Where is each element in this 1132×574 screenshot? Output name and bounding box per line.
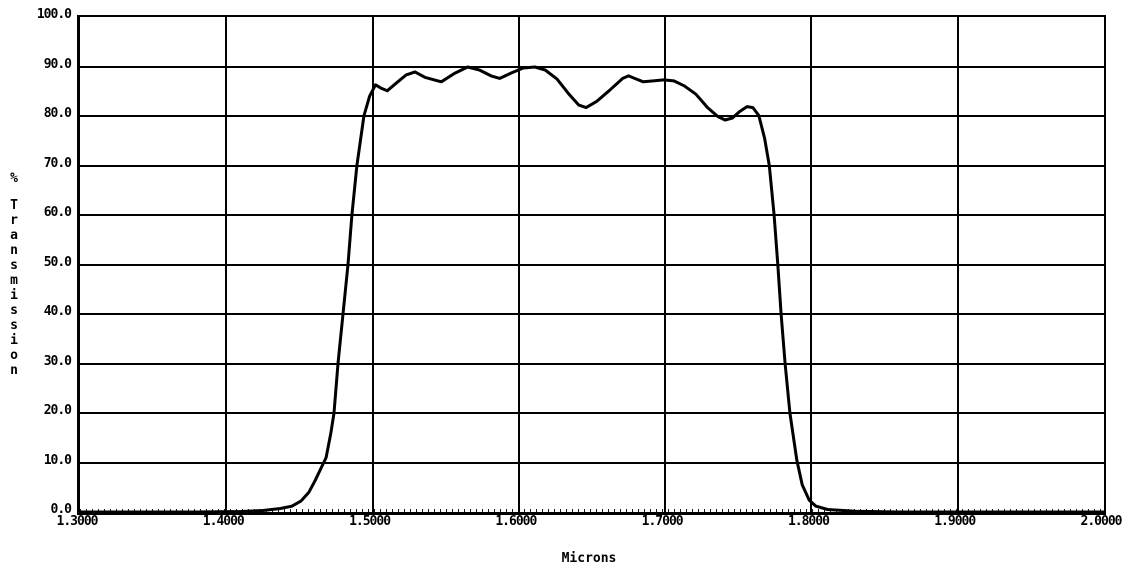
- y-tick-label: 70.0: [43, 155, 72, 171]
- y-tick-label: 80.0: [43, 106, 72, 121]
- horizontal-gridline: [80, 65, 1104, 68]
- y-axis-title-char: i: [10, 288, 18, 303]
- y-axis-title-char: s: [10, 258, 18, 273]
- y-tick-label: 0.0: [50, 502, 72, 517]
- x-axis-title: Microns: [561, 551, 617, 566]
- horizontal-gridline: [80, 164, 1104, 167]
- x-tick-label: 1.7000: [641, 514, 684, 529]
- y-tick-label: 50.0: [43, 254, 72, 270]
- y-axis-title-char: i: [10, 333, 18, 348]
- y-tick-label: 90.0: [43, 56, 72, 72]
- horizontal-gridline: [80, 115, 1104, 117]
- y-tick-label: 20.0: [43, 403, 72, 418]
- horizontal-gridline: [80, 362, 1104, 365]
- x-tick-label: 1.8000: [787, 514, 830, 529]
- x-tick-label: 1.4000: [202, 514, 245, 529]
- y-axis-title-char: s: [10, 318, 18, 333]
- transmission-curve: [78, 65, 1106, 514]
- x-tick-label: 1.3000: [56, 514, 99, 529]
- horizontal-gridline: [80, 313, 1104, 315]
- plot-area: [77, 15, 1106, 515]
- x-tick-label: 1.6000: [495, 514, 537, 529]
- y-axis-title-char: %: [10, 171, 18, 186]
- y-axis-title-gap: [4, 186, 24, 198]
- y-tick-label: 40.0: [43, 304, 72, 319]
- y-axis-title-char: r: [10, 213, 18, 228]
- y-tick-label: 30.0: [43, 353, 72, 369]
- y-axis-title-char: n: [10, 243, 18, 258]
- y-axis-title-char: n: [10, 363, 18, 378]
- horizontal-gridline: [80, 412, 1104, 414]
- horizontal-gridline: [80, 263, 1104, 266]
- horizontal-gridline: [80, 214, 1104, 216]
- y-axis-title-char: o: [10, 348, 18, 363]
- horizontal-gridline: [80, 461, 1104, 464]
- x-tick-label: 2.0000: [1080, 514, 1123, 529]
- y-tick-label: 10.0: [43, 452, 72, 468]
- x-tick-label: 1.9000: [934, 514, 976, 529]
- y-axis-title-char: T: [10, 198, 18, 213]
- y-axis-title-char: s: [10, 303, 18, 318]
- y-tick-label: 100.0: [36, 7, 72, 22]
- y-tick-label: 60.0: [43, 205, 72, 220]
- y-axis-title-char: m: [10, 273, 18, 288]
- y-axis-title-char: a: [10, 228, 18, 243]
- x-tick-label: 1.5000: [349, 514, 391, 529]
- x-axis-minor-ticks: [80, 509, 1104, 512]
